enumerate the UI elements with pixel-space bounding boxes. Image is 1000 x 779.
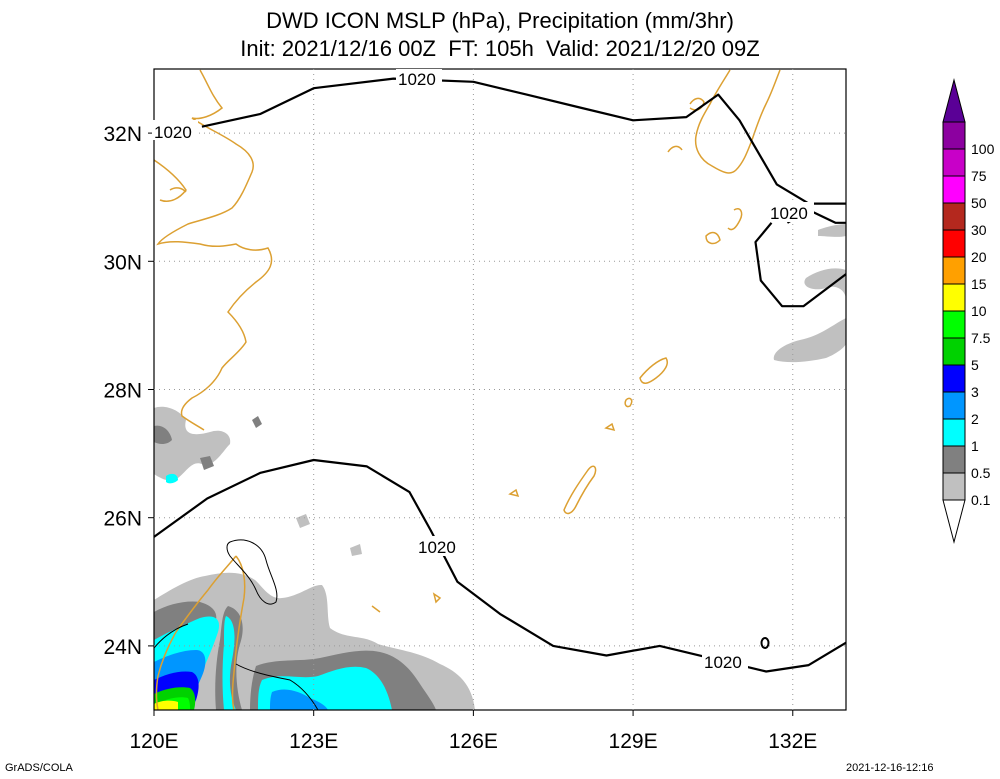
isobar-small-ring [760, 637, 770, 649]
osumi-islands [705, 208, 743, 245]
colorbar-label: 0.1 [971, 492, 991, 508]
isobar-label: 1020 [704, 653, 742, 672]
precip-shading [154, 224, 846, 710]
colorbar-swatch [942, 364, 966, 393]
colorbar-label: 30 [971, 222, 987, 238]
colorbar-swatch [942, 418, 966, 447]
colorbar-label: 20 [971, 249, 987, 265]
isobar-lines [153, 77, 847, 673]
colorbar-swatch [942, 445, 966, 474]
taiwan-outline-path [226, 539, 278, 605]
x-axis-ticks: 120E 123E 126E 129E 132E [129, 710, 817, 753]
colorbar-label: 75 [971, 168, 987, 184]
colorbar-label: 100 [971, 141, 995, 157]
colorbar-bottom-arrow [942, 499, 966, 544]
colorbar-label: 7.5 [971, 330, 991, 346]
small-island [371, 605, 381, 613]
x-tick-label: 129E [609, 730, 658, 753]
precip-area-light-gray [818, 224, 846, 237]
colorbar-label: 10 [971, 303, 987, 319]
isobar-label-bg [768, 202, 814, 222]
colorbar-swatch [942, 229, 966, 258]
precip-area-yellow [154, 700, 178, 710]
colorbar-swatch [942, 283, 966, 312]
y-tick-label: 26N [103, 508, 142, 531]
colorbar-label: 15 [971, 276, 987, 292]
isobar-labels: 1020 1020 1020 1020 1020 [152, 69, 814, 672]
x-tick-label: 120E [129, 730, 178, 753]
precip-area-dark-gray [154, 425, 172, 444]
precip-area-dark-gray [200, 456, 214, 470]
isobar-line [754, 222, 847, 308]
coastlines [153, 69, 781, 711]
taiwan-outline [153, 539, 319, 711]
precip-area-cyan [166, 473, 178, 484]
precip-area-dark-gray [252, 416, 262, 428]
china-coastline-inlet [153, 159, 187, 202]
amami-island [639, 357, 668, 384]
colorbar-swatch [942, 337, 966, 366]
colorbar-label: 50 [971, 195, 987, 211]
precip-area-light-gray [350, 544, 362, 556]
precip-area-cyan [222, 616, 236, 710]
colorbar: 0.1 0.5 1 2 3 5 7.5 10 15 20 30 50 75 100 [942, 78, 995, 544]
colorbar-label: 3 [971, 384, 979, 400]
isobar-label-bg [416, 536, 462, 556]
colorbar-swatch [942, 148, 966, 177]
colorbar-label: 5 [971, 357, 979, 373]
precip-area-light-gray [804, 268, 846, 300]
y-tick-label: 30N [103, 251, 142, 274]
y-tick-label: 24N [103, 636, 142, 659]
footer-timestamp: 2021-12-16-12:16 [846, 762, 934, 774]
y-tick-label: 28N [103, 380, 142, 403]
isobar-label-bg [152, 120, 198, 140]
precip-area-light-gray [296, 514, 310, 528]
precip-area-light-gray [773, 318, 846, 363]
colorbar-label: 1 [971, 438, 979, 454]
okinawa-island [563, 465, 597, 515]
isobar-label: 1020 [398, 70, 436, 89]
colorbar-swatch [942, 256, 966, 285]
colorbar-swatch [942, 202, 966, 231]
colorbar-top-arrow [942, 78, 966, 123]
isobar-label-bg [396, 69, 442, 89]
isobar-label: 1020 [418, 538, 456, 557]
isobar-line [201, 77, 846, 205]
small-island [432, 592, 442, 604]
gridlines [154, 69, 846, 710]
x-tick-label: 132E [768, 730, 817, 753]
isobar-label: 1020 [770, 204, 808, 223]
kyushu-coastline [694, 69, 781, 174]
colorbar-swatch [942, 121, 966, 150]
china-coastline [156, 69, 273, 431]
colorbar-label: 0.5 [971, 465, 991, 481]
colorbar-swatch [942, 175, 966, 204]
small-island [624, 397, 633, 408]
x-tick-label: 123E [289, 730, 338, 753]
isobar-label: 1020 [154, 123, 192, 142]
colorbar-label: 2 [971, 411, 979, 427]
small-island [604, 422, 616, 432]
colorbar-swatch [942, 472, 966, 501]
taiwan-coastline [155, 555, 246, 711]
x-tick-label: 126E [449, 730, 498, 753]
isobar-label-bg [702, 652, 748, 672]
y-tick-label: 32N [103, 123, 142, 146]
colorbar-swatch [942, 310, 966, 339]
chart-title: DWD ICON MSLP (hPa), Precipitation (mm/3… [266, 8, 734, 33]
y-axis-ticks: 24N 26N 28N 30N 32N [103, 123, 154, 659]
luzon-strait-outline [153, 623, 319, 711]
chart-subtitle: Init: 2021/12/16 00Z FT: 105h Valid: 202… [240, 36, 760, 61]
small-island [508, 488, 520, 498]
footer-credit: GrADS/COLA [5, 762, 73, 774]
colorbar-swatch [942, 391, 966, 420]
